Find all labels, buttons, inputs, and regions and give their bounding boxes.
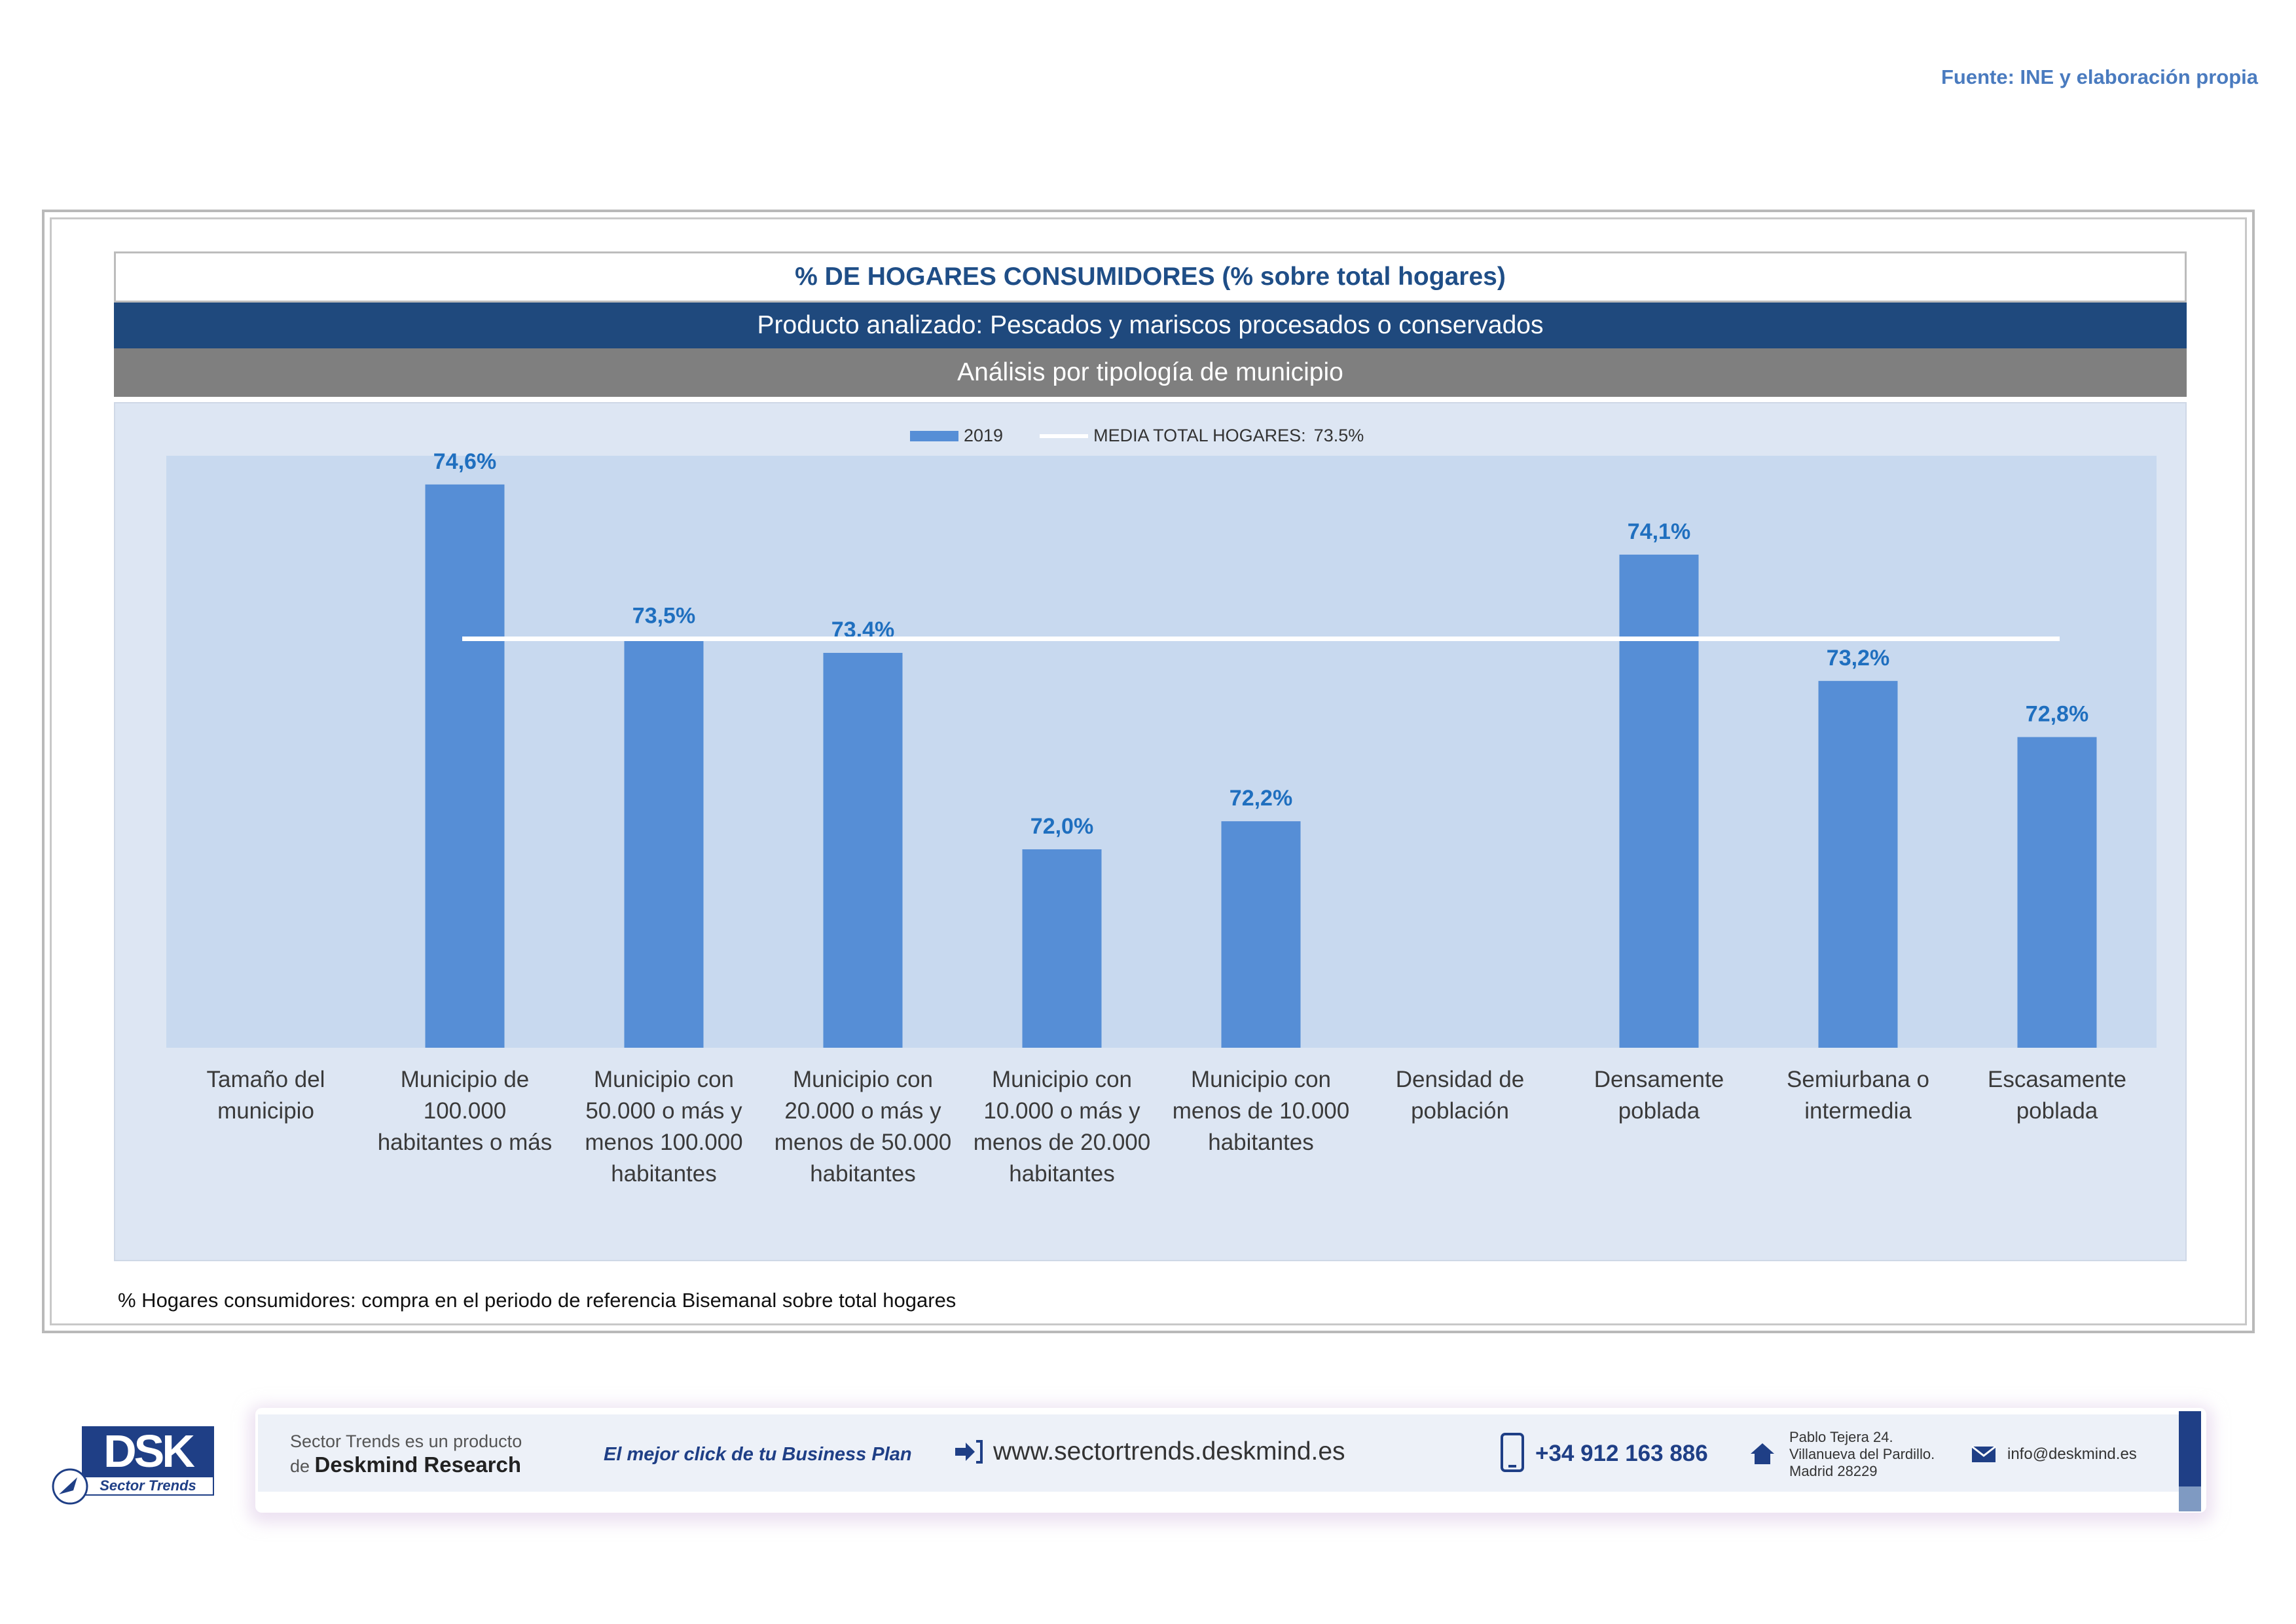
data-label-5: 72,2% xyxy=(1230,786,1292,811)
source-note: Fuente: INE y elaboración propia xyxy=(1941,65,2258,88)
category-label-line: intermedia xyxy=(1804,1098,1912,1124)
chart-title: % DE HOGARES CONSUMIDORES (% sobre total… xyxy=(114,251,2187,303)
category-label-line: poblada xyxy=(2016,1098,2098,1124)
category-label-line: Densidad de xyxy=(1395,1067,1525,1092)
legend-line-swatch xyxy=(1040,434,1089,438)
category-label-3: Municipio con 20.000 o más y menos de 50.0… xyxy=(765,1064,961,1190)
footnote: % Hogares consumidores: compra en el per… xyxy=(118,1289,957,1312)
bar-1 xyxy=(425,484,505,1048)
category-label-line: Densamente xyxy=(1594,1067,1724,1092)
category-label-4: Municipio con 10.000 o más y menos de 20.0… xyxy=(964,1064,1160,1190)
category-label-line: Tamaño del xyxy=(206,1067,325,1092)
category-label-line: habitantes xyxy=(1009,1161,1115,1187)
bar-7 xyxy=(1619,554,1699,1048)
footer-product-prefix: de xyxy=(290,1456,315,1476)
data-label-1: 74,6% xyxy=(433,449,496,474)
category-label-line: 50.000 o más y xyxy=(585,1098,742,1124)
category-label-line: Municipio con xyxy=(793,1067,933,1092)
data-label-2: 73,5% xyxy=(632,604,695,629)
category-label-0: Tamaño del municipio xyxy=(168,1064,364,1127)
category-label-line: Municipio con xyxy=(992,1067,1132,1092)
category-label-line: población xyxy=(1411,1098,1509,1124)
data-label-9: 72,8% xyxy=(2026,702,2088,727)
legend-line-value: 73.5% xyxy=(1313,426,1364,445)
category-label-line: habitantes xyxy=(611,1161,717,1187)
footer-strip xyxy=(258,1414,2183,1492)
category-label-line: Municipio con xyxy=(594,1067,734,1092)
legend: 2019 MEDIA TOTAL HOGARES: 73.5% xyxy=(910,426,1364,446)
category-label-1: Municipio de 100.000 habitantes o más xyxy=(367,1064,563,1158)
category-label-2: Municipio con 50.000 o más y menos 100.000… xyxy=(566,1064,762,1190)
category-label-9: Escasamente poblada xyxy=(1959,1064,2155,1127)
footer-website-link[interactable]: www.sectortrends.deskmind.es xyxy=(993,1437,1345,1466)
footer-product-line1: Sector Trends es un producto xyxy=(290,1431,522,1451)
mail-icon xyxy=(1971,1445,1996,1462)
bar-5 xyxy=(1221,821,1301,1048)
footer-address-line1: Pablo Tejera 24. xyxy=(1789,1429,1893,1445)
category-label-8: Semiurbana o intermedia xyxy=(1760,1064,1956,1127)
product-band: Producto analizado: Pescados y mariscos … xyxy=(114,303,2187,348)
category-label-line: Semiurbana o xyxy=(1787,1067,1929,1092)
category-label-line: menos de 10.000 xyxy=(1172,1098,1350,1124)
category-label-line: 10.000 o más y xyxy=(983,1098,1140,1124)
data-label-8: 73,2% xyxy=(1827,646,1889,671)
category-label-line: 20.000 o más y xyxy=(784,1098,941,1124)
footer-brand: Deskmind Research xyxy=(314,1452,522,1477)
rocket-icon xyxy=(52,1468,88,1505)
data-label-7: 74,1% xyxy=(1628,519,1690,544)
legend-bar-swatch xyxy=(910,430,958,441)
chart-frame-inner xyxy=(50,217,2247,1325)
category-label-line: habitantes xyxy=(1208,1130,1314,1155)
footer-address: Pablo Tejera 24. Villanueva del Pardillo… xyxy=(1789,1429,1935,1480)
footer-phone: +34 912 163 886 xyxy=(1535,1441,1708,1466)
category-label-6: Densidad de población xyxy=(1362,1064,1558,1127)
footer-address-line2: Villanueva del Pardillo. xyxy=(1789,1446,1935,1462)
category-label-line: habitantes xyxy=(810,1161,916,1187)
category-label-line: Escasamente xyxy=(1987,1067,2127,1092)
bar-8 xyxy=(1818,680,1898,1048)
category-label-5: Municipio con menos de 10.000 habitantes xyxy=(1163,1064,1359,1158)
category-label-line: habitantes o más xyxy=(377,1130,553,1155)
footer-email-link[interactable]: info@deskmind.es xyxy=(2007,1445,2137,1463)
category-label-line: menos de 20.000 xyxy=(973,1130,1151,1155)
footer-slogan: El mejor click de tu Business Plan xyxy=(604,1444,912,1465)
category-label-line: Municipio con xyxy=(1191,1067,1331,1092)
footer-accent xyxy=(2179,1411,2201,1486)
bar-4 xyxy=(1022,849,1102,1048)
category-label-line: Municipio de xyxy=(400,1067,530,1092)
category-label-line: poblada xyxy=(1618,1098,1700,1124)
bar-9 xyxy=(2017,737,2097,1048)
category-label-line: menos de 50.000 xyxy=(774,1130,952,1155)
footer-accent-light xyxy=(2179,1486,2201,1511)
footer-product-line2: de Deskmind Research xyxy=(290,1452,521,1477)
home-icon xyxy=(1751,1443,1774,1464)
data-label-4: 72,0% xyxy=(1030,814,1093,839)
chart-frame-outer xyxy=(42,210,2255,1333)
bar-3 xyxy=(823,652,903,1048)
analysis-band: Análisis por tipología de municipio xyxy=(114,348,2187,397)
category-label-line: municipio xyxy=(217,1098,314,1124)
bar-2 xyxy=(624,638,704,1048)
dsk-logo: DSK xyxy=(82,1426,214,1476)
category-label-line: menos 100.000 xyxy=(585,1130,743,1155)
footer-address-line3: Madrid 28229 xyxy=(1789,1463,1878,1479)
dsk-logo-subtitle: Sector Trends xyxy=(82,1476,214,1496)
legend-bar-label: 2019 xyxy=(964,426,1004,445)
category-label-line: 100.000 xyxy=(423,1098,507,1124)
link-arrow-icon xyxy=(955,1440,983,1464)
category-label-7: Densamente poblada xyxy=(1561,1064,1757,1127)
legend-line-label: MEDIA TOTAL HOGARES: xyxy=(1093,426,1306,445)
phone-icon xyxy=(1501,1433,1524,1472)
